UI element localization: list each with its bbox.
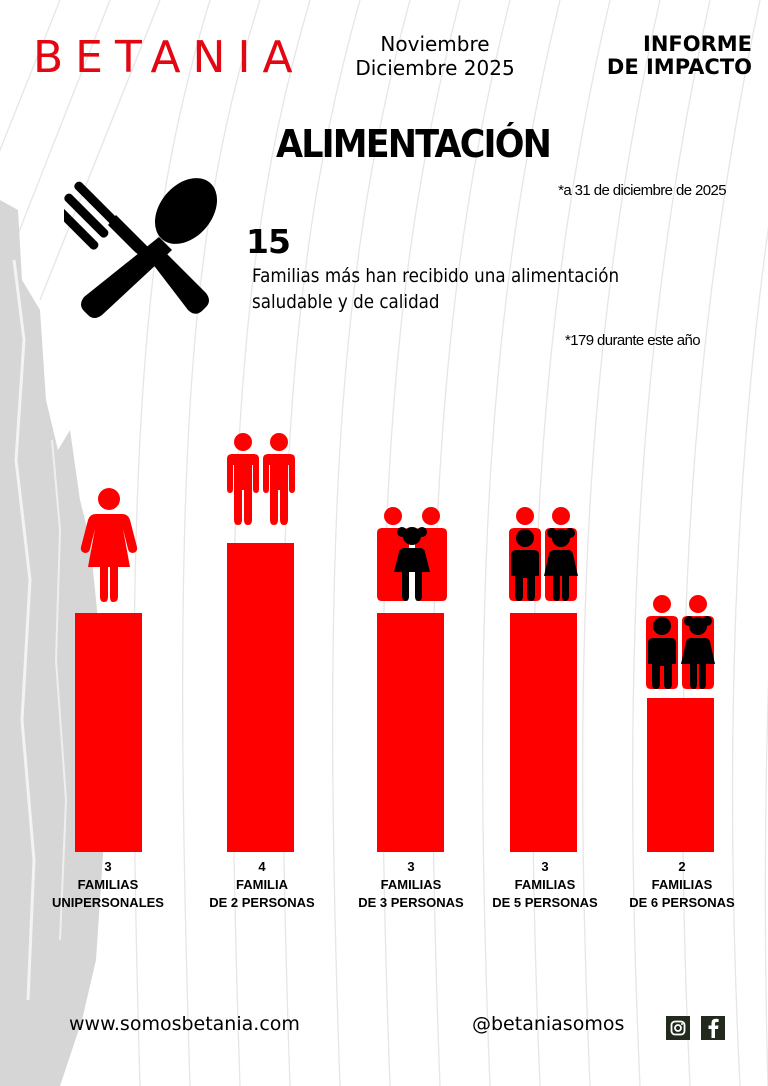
period-year: Diciembre 2025 <box>355 56 515 80</box>
report-period: Noviembre Diciembre 2025 <box>330 32 540 80</box>
bar-label-line1: FAMILIAS <box>380 877 442 892</box>
families-description: Familias más han recibido una alimentaci… <box>252 265 620 313</box>
bar-label-line2: DE 3 PERSONAS <box>358 895 464 910</box>
bar-value: 3 <box>541 859 549 874</box>
section-title: ALIMENTACIÓN <box>275 122 552 166</box>
two-men-icon <box>227 433 295 525</box>
bar-2-personas <box>227 543 294 852</box>
report-title: INFORME DE IMPACTO <box>607 33 752 79</box>
social-handle[interactable]: @betaniasomos <box>472 1013 625 1035</box>
bar-label-unipersonales: 3 FAMILIAS UNIPERSONALES <box>23 858 193 912</box>
two-adults-two-children-icon <box>509 507 578 601</box>
two-adults-one-girl-icon <box>377 507 447 601</box>
as-of-note: *a 31 de diciembre de 2025 <box>558 182 726 199</box>
bar-label-5-personas: 3 FAMILIAS DE 5 PERSONAS <box>460 858 630 912</box>
two-adults-two-children-icon <box>646 595 715 689</box>
instagram-icon[interactable] <box>666 1016 690 1040</box>
bar-unipersonales <box>75 613 142 852</box>
families-count: 15 <box>246 222 291 261</box>
brush-stroke-decoration <box>0 200 108 1086</box>
woman-icon <box>80 488 138 602</box>
bar-label-line1: FAMILIAS <box>77 877 139 892</box>
fork-spoon-icon <box>64 178 218 318</box>
bar-label-line2: DE 6 PERSONAS <box>629 895 735 910</box>
period-months: Noviembre <box>380 32 490 56</box>
bar-value: 3 <box>407 859 415 874</box>
bar-value: 3 <box>104 859 112 874</box>
bar-label-line2: DE 5 PERSONAS <box>492 895 598 910</box>
bar-6-personas <box>647 698 714 852</box>
bar-label-6-personas: 2 FAMILIAS DE 6 PERSONAS <box>597 858 767 912</box>
bar-3-personas <box>377 613 444 852</box>
betania-logo: BETANIA <box>33 32 305 83</box>
website-link[interactable]: www.somosbetania.com <box>69 1013 300 1035</box>
bar-label-line2: UNIPERSONALES <box>52 895 164 910</box>
bar-value: 2 <box>678 859 686 874</box>
year-total-note: *179 durante este año <box>564 332 701 349</box>
bar-value: 4 <box>258 859 266 874</box>
facebook-icon[interactable] <box>701 1016 725 1040</box>
bar-5-personas <box>510 613 577 852</box>
report-title-line2: DE IMPACTO <box>606 55 752 79</box>
bar-label-line1: FAMILIAS <box>514 877 576 892</box>
report-title-line1: INFORME <box>643 32 752 56</box>
bar-label-2-personas: 4 FAMILIA DE 2 PERSONAS <box>177 858 347 912</box>
bar-label-line2: DE 2 PERSONAS <box>209 895 315 910</box>
bar-label-line1: FAMILIAS <box>651 877 713 892</box>
bar-label-3-personas: 3 FAMILIAS DE 3 PERSONAS <box>326 858 496 912</box>
bar-label-line1: FAMILIA <box>236 877 288 892</box>
